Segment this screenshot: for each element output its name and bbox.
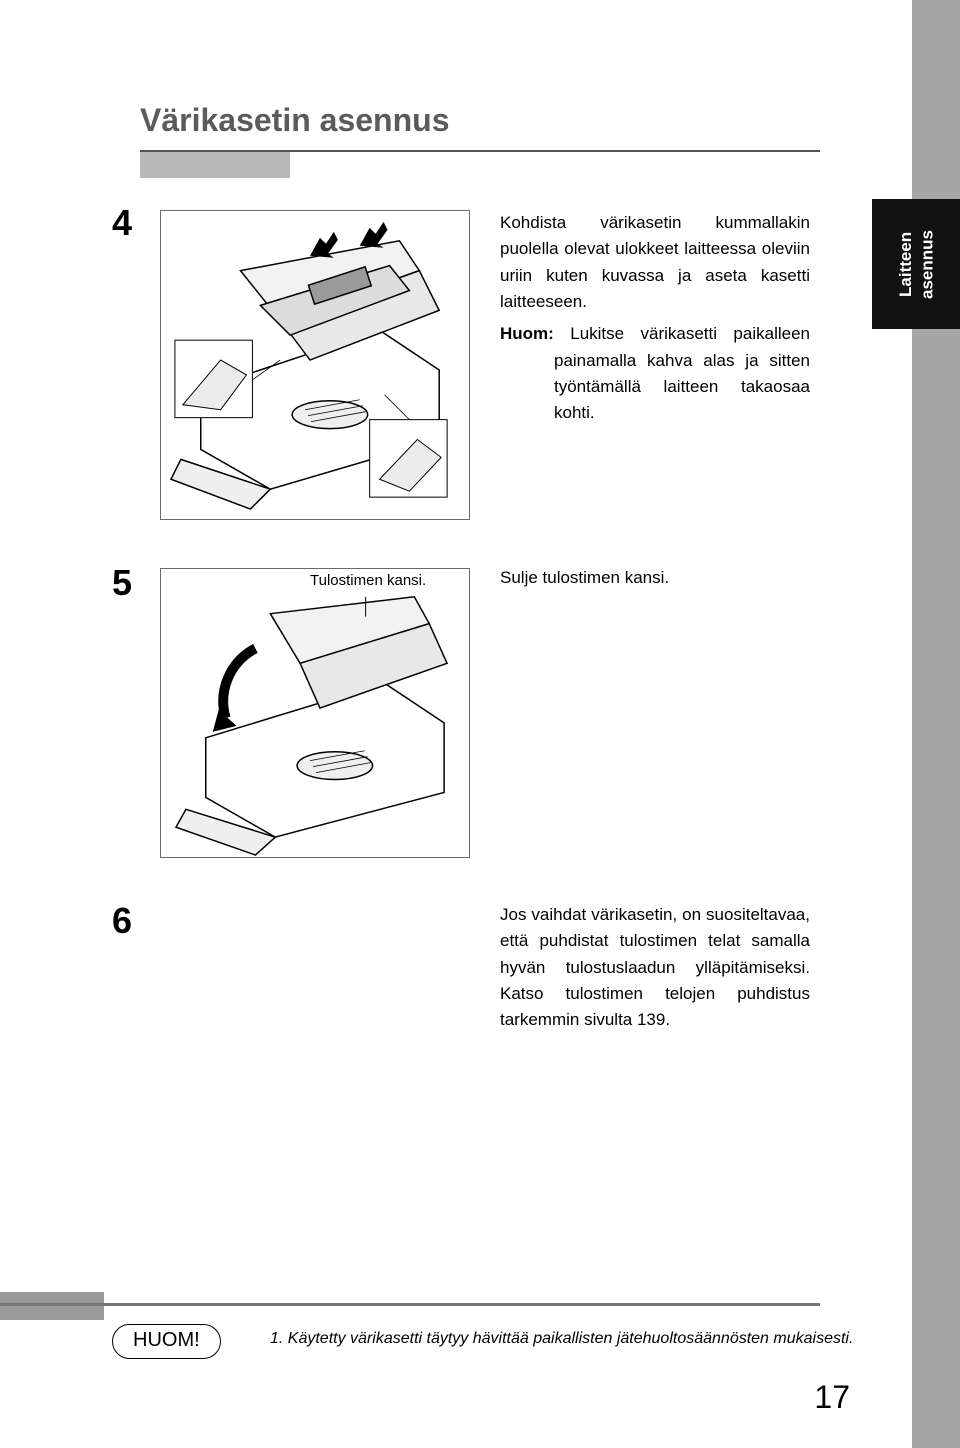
step-6-body: Jos vaihdat värikasetin, on suositeltava… [500, 902, 810, 1034]
step-4-body: Kohdista värikasetin kummallakin puolell… [500, 210, 810, 427]
step-5-number: 5 [112, 562, 132, 604]
step-4-illustration [160, 210, 470, 520]
page-number: 17 [814, 1379, 850, 1416]
side-thumb-tab-label: Laitteen asennus [895, 230, 938, 299]
step-4-note-label: Huom: [500, 324, 554, 343]
step-4-number: 4 [112, 202, 132, 244]
footer-note: 1. Käytetty värikasetti täytyy hävittää … [270, 1330, 853, 1348]
step-4-body-text: Kohdista värikasetin kummallakin puolell… [500, 213, 810, 311]
step-4-note-body: Lukitse värikasetti paikalleen painamall… [554, 324, 810, 422]
footer-rule [0, 1303, 820, 1306]
title-underbar [140, 152, 290, 178]
footer-bar-bottom [0, 1306, 104, 1320]
note-chip: HUOM! [112, 1324, 221, 1359]
side-thumb-tab: Laitteen asennus [872, 199, 960, 329]
step-5-callout: Tulostimen kansi. [310, 572, 426, 589]
step-5-illustration [160, 568, 470, 858]
step-5-body: Sulje tulostimen kansi. [500, 568, 810, 588]
page-title: Värikasetin asennus [140, 102, 449, 139]
step-4-note: Huom: Lukitse värikasetti paikalleen pai… [500, 321, 810, 426]
step-6-number: 6 [112, 900, 132, 942]
